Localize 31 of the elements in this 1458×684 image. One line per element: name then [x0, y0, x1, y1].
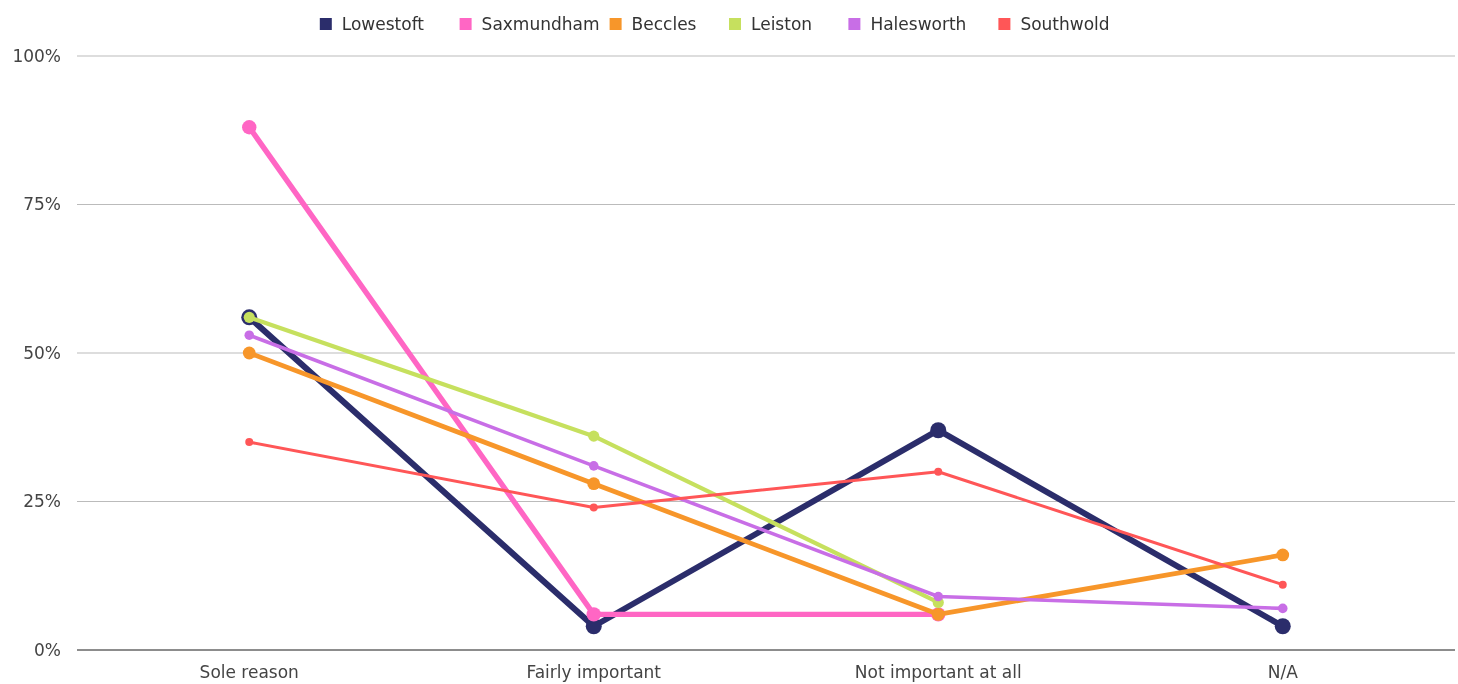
point [589, 503, 598, 512]
y-tick-label: 0% [34, 639, 61, 660]
y-tick-label: 100% [12, 45, 61, 66]
x-tick-label: N/A [1267, 661, 1299, 682]
y-tick-label: 25% [23, 491, 61, 512]
point [934, 467, 943, 476]
x-tick-label: Not important at all [854, 661, 1022, 682]
point [242, 120, 257, 135]
legend-label: Beccles [631, 13, 697, 34]
point [933, 591, 944, 602]
y-tick-label: 50% [23, 342, 61, 363]
point [588, 430, 600, 442]
point [244, 330, 255, 340]
point [1274, 618, 1291, 635]
legend-label: Saxmundham [481, 13, 600, 34]
legend-label: Halesworth [870, 13, 967, 34]
point [930, 422, 947, 439]
y-tick-label: 75% [23, 194, 61, 215]
x-tick-label: Fairly important [526, 661, 662, 682]
point [242, 346, 256, 360]
point [1276, 548, 1290, 562]
point [586, 607, 601, 622]
legend-label: Southwold [1020, 13, 1110, 34]
point [588, 461, 599, 471]
point [1277, 603, 1288, 614]
point [587, 477, 601, 491]
x-tick-label: Sole reason [199, 661, 299, 682]
point [245, 438, 254, 447]
point [1278, 580, 1287, 589]
legend-label: Lowestoft [341, 13, 425, 34]
legend-label: Leiston [751, 13, 813, 34]
